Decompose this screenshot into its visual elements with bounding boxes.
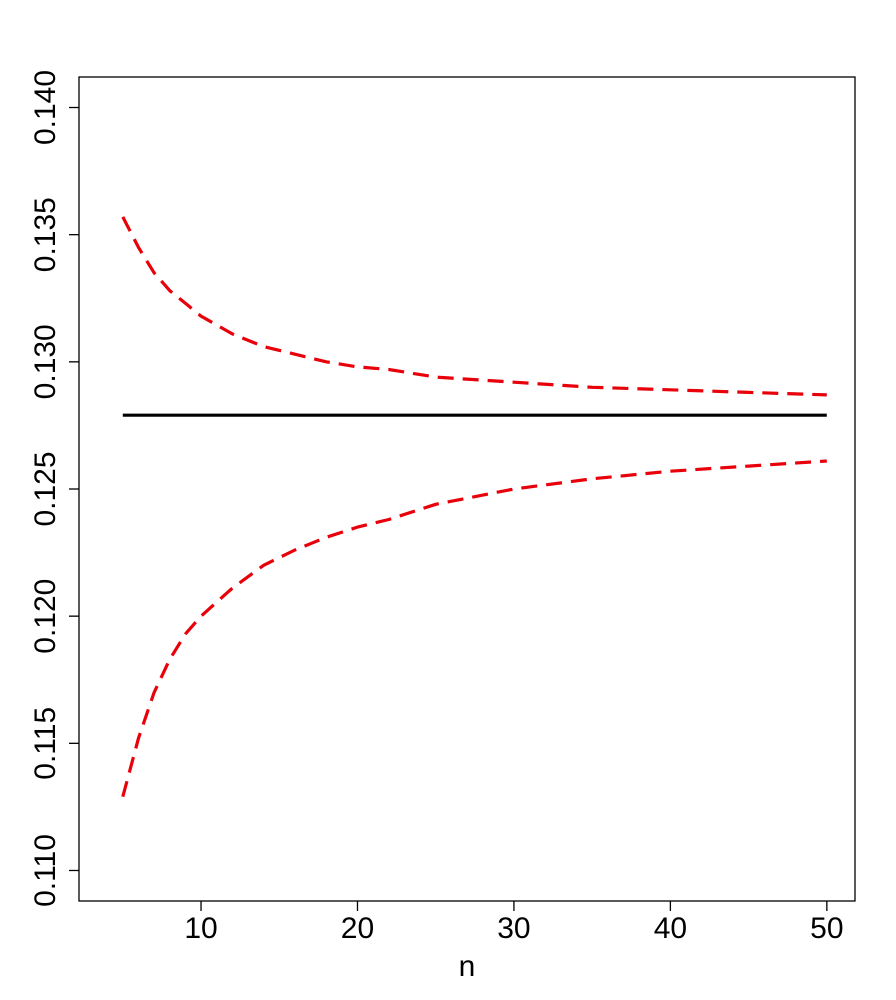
y-tick-label: 0.115 — [29, 707, 62, 780]
x-tick-label: 20 — [341, 912, 374, 945]
series-line-2 — [121, 459, 827, 798]
x-tick-label: 50 — [810, 912, 843, 945]
x-axis: 10 20 30 40 50 — [184, 901, 844, 945]
x-tick-label: 30 — [497, 912, 530, 945]
series-line-1 — [121, 216, 827, 397]
series-layer — [121, 216, 827, 798]
x-tick-label: 10 — [184, 912, 217, 945]
y-tick-label: 0.130 — [29, 324, 62, 399]
y-tick-label: 0.120 — [29, 579, 62, 654]
x-tick-label: 40 — [654, 912, 687, 945]
y-tick-label: 0.135 — [29, 197, 62, 272]
y-tick-label: 0.110 — [29, 834, 62, 907]
y-tick-label: 0.125 — [29, 451, 62, 526]
y-tick-label: 0.140 — [29, 70, 62, 145]
plot-frame — [78, 76, 856, 902]
y-axis: 0.110 0.115 0.120 0.125 0.130 0.135 0.140 — [29, 70, 79, 907]
x-axis-title: n — [459, 950, 476, 983]
